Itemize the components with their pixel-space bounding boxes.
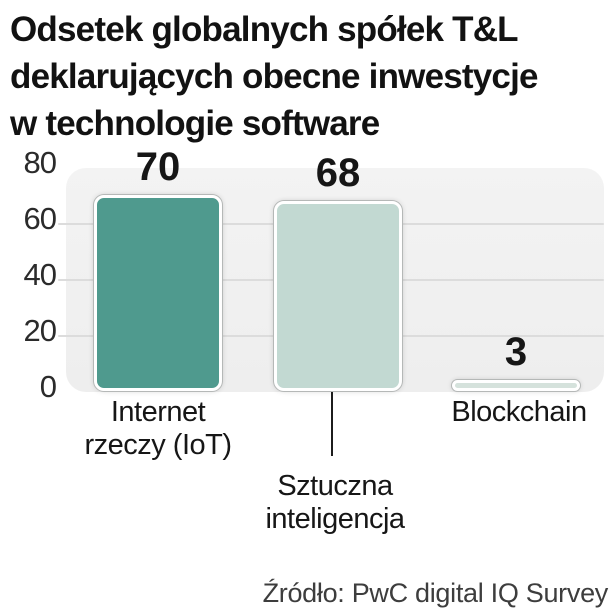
y-tick-60: 60 bbox=[23, 201, 57, 236]
y-tick-80: 80 bbox=[23, 145, 57, 180]
bar-ai bbox=[274, 201, 402, 391]
category-label-ai-line-1: Sztuczna bbox=[277, 470, 393, 502]
bar-iot bbox=[94, 195, 222, 391]
chart-title-line-1: Odsetek globalnych spółek T&L bbox=[10, 10, 519, 49]
value-label-iot: 70 bbox=[135, 145, 181, 189]
chart-title-line-2: deklarujących obecne inwestycje bbox=[10, 57, 538, 96]
source-credit: Źródło: PwC digital IQ Survey bbox=[262, 578, 609, 608]
category-label-iot: Internet rzeczy (IoT) bbox=[48, 396, 268, 462]
category-label-blockchain: Blockchain bbox=[407, 396, 614, 429]
category-label-iot-line-1: Internet bbox=[110, 396, 206, 428]
leader-line-ai bbox=[331, 392, 333, 456]
value-label-blockchain: 3 bbox=[504, 330, 528, 374]
category-label-iot-line-2: rzeczy (IoT) bbox=[84, 429, 232, 461]
chart-title: Odsetek globalnych spółek T&L deklarując… bbox=[10, 6, 610, 147]
category-label-ai: Sztuczna inteligencja bbox=[215, 470, 455, 536]
category-label-blockchain-line-1: Blockchain bbox=[451, 396, 587, 428]
value-label-ai: 68 bbox=[315, 151, 361, 195]
chart-title-line-3: w technologie software bbox=[10, 104, 380, 143]
category-label-ai-line-2: inteligencja bbox=[265, 503, 405, 535]
y-tick-0: 0 bbox=[39, 369, 57, 404]
y-tick-20: 20 bbox=[23, 313, 57, 348]
y-axis: 80 60 40 20 0 bbox=[0, 0, 58, 614]
bar-blockchain bbox=[452, 380, 580, 391]
bar-column-iot: 70 bbox=[94, 145, 222, 392]
bar-column-blockchain: 3 bbox=[452, 168, 580, 392]
y-tick-40: 40 bbox=[23, 257, 57, 292]
bars-layer: 70 68 3 bbox=[66, 145, 604, 392]
bar-column-ai: 68 bbox=[274, 151, 402, 392]
